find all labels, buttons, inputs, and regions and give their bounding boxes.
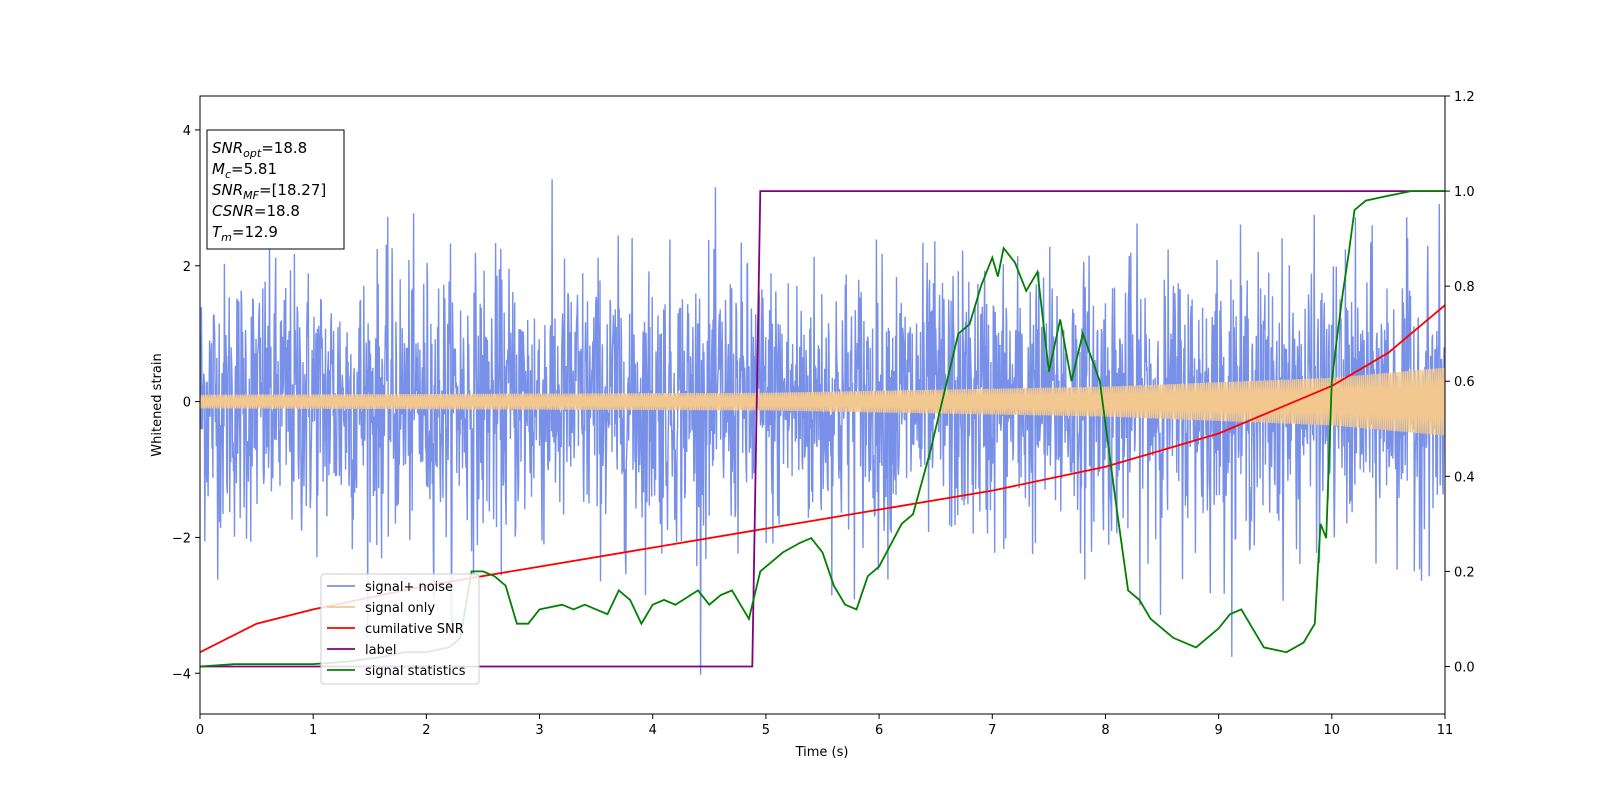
info-line: SNRopt=18.8 [212, 139, 307, 160]
info-symbol: T [212, 223, 223, 241]
y-tick-label: −4 [172, 667, 191, 682]
info-value: =5.81 [231, 160, 277, 178]
info-symbol: SNR [212, 139, 243, 157]
legend-label: signal statistics [365, 664, 466, 679]
x-tick-label: 2 [422, 723, 430, 738]
x-axis-label: Time (s) [795, 745, 849, 760]
y-tick-label: 4 [183, 124, 191, 139]
y2-tick-label: 1.2 [1454, 90, 1475, 105]
info-line: Mc=5.81 [212, 160, 277, 181]
legend-label: signal+ noise [365, 580, 453, 595]
info-symbol: SNR [212, 181, 243, 199]
info-line: SNRMF=[18.27] [212, 181, 326, 202]
info-subscript: MF [243, 189, 259, 202]
x-tick-label: 4 [649, 723, 657, 738]
x-tick-label: 8 [1101, 723, 1109, 738]
info-value: =[18.27] [259, 181, 326, 199]
x-tick-label: 7 [988, 723, 996, 738]
x-tick-label: 3 [535, 723, 543, 738]
y-axis-label: Whitened strain [150, 353, 165, 456]
x-tick-label: 6 [875, 723, 883, 738]
x-tick-label: 1 [309, 723, 317, 738]
info-subscript: m [221, 231, 232, 244]
legend-frame [320, 573, 480, 685]
info-line: Tm=12.9 [212, 223, 278, 244]
legend-label: label [365, 643, 396, 658]
y-tick-label: 2 [183, 260, 191, 275]
x-tick-label: 0 [196, 723, 204, 738]
info-line: CSNR=18.8 [212, 202, 300, 220]
info-box-frame [206, 129, 345, 250]
y-tick-label: 0 [183, 396, 191, 411]
plot-frame [199, 95, 1446, 715]
info-box: SNRopt=18.8Mc=5.81SNRMF=[18.27]CSNR=18.8… [206, 129, 345, 250]
info-value: =12.9 [232, 223, 278, 241]
info-symbol: CSNR [212, 202, 254, 220]
info-value: =18.8 [254, 202, 300, 220]
y2-tick-label: 1.0 [1454, 185, 1475, 200]
legend-label: cumilative SNR [365, 622, 464, 637]
info-subscript: opt [243, 147, 262, 160]
info-subscript: c [225, 168, 231, 181]
y2-tick-label: 0.0 [1454, 660, 1475, 675]
y2-tick-label: 0.4 [1454, 470, 1475, 485]
info-symbol: M [212, 160, 225, 178]
y-tick-label: −2 [172, 531, 191, 546]
y2-tick-label: 0.6 [1454, 375, 1475, 390]
legend-label: signal only [365, 601, 435, 616]
legend: signal+ noise signal only cumilative SNR la… [320, 573, 480, 685]
series-signal-only-line [200, 367, 1445, 436]
x-tick-label: 10 [1324, 723, 1341, 738]
x-tick-label: 11 [1437, 723, 1454, 738]
x-tick-label: 5 [762, 723, 770, 738]
axes-layer: 0 1 2 3 4 5 6 7 8 9 10 11 4 2 0 −2 −4 1.2 1.0 0.8 0.6 0.4 0.2 0… [172, 90, 1475, 738]
series-signal-statistics-line [200, 190, 1445, 668]
y2-tick-label: 0.2 [1454, 565, 1475, 580]
x-tick-label: 9 [1214, 723, 1222, 738]
y2-tick-label: 0.8 [1454, 280, 1475, 295]
info-value: =18.8 [261, 139, 307, 157]
